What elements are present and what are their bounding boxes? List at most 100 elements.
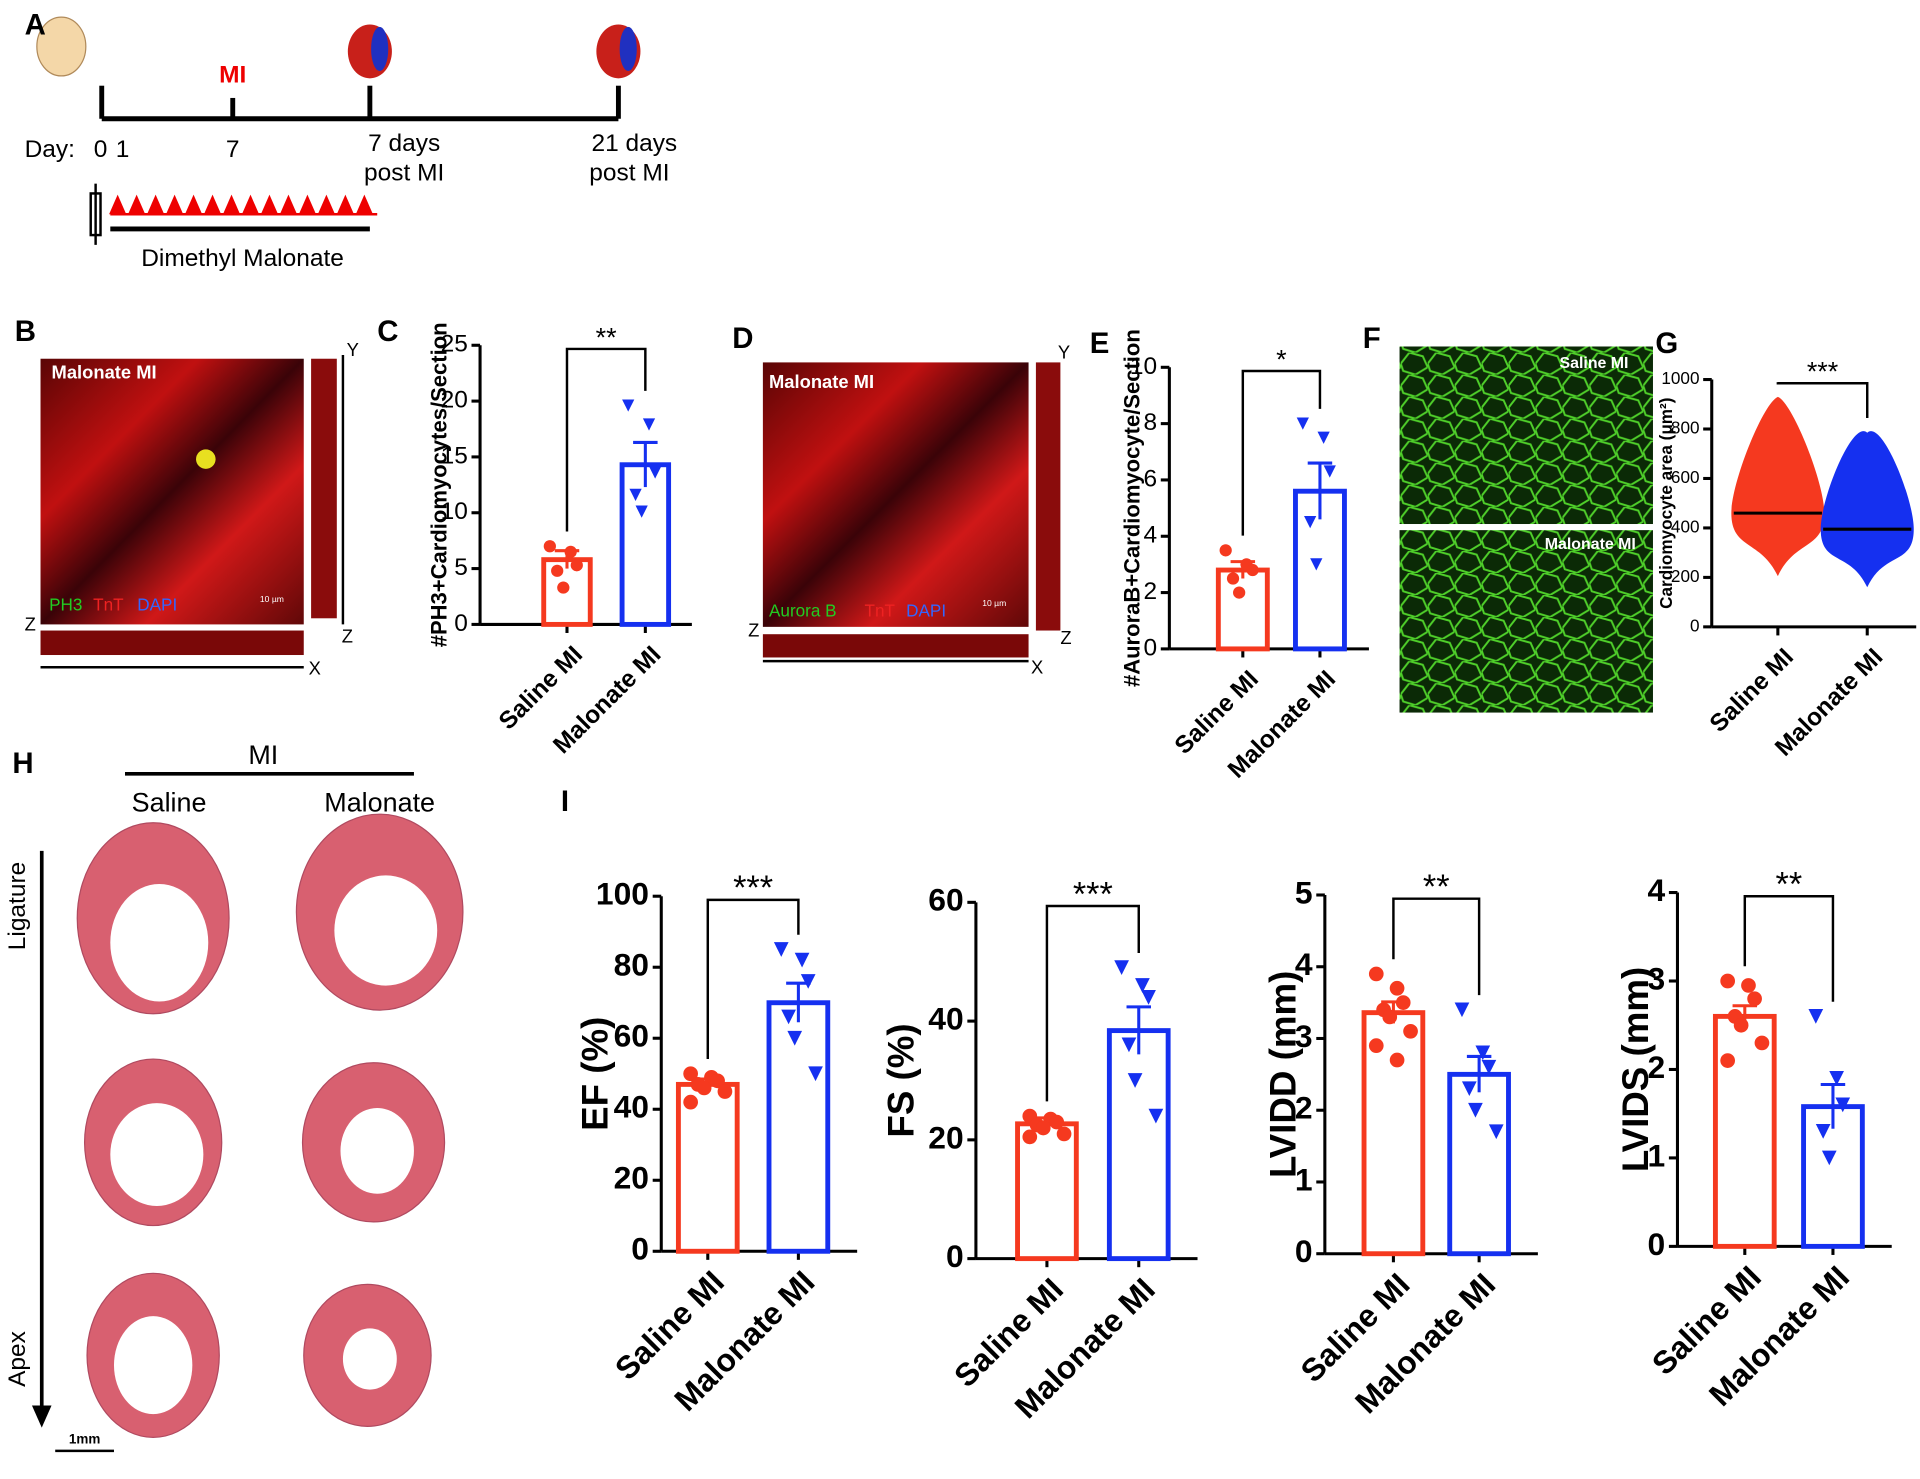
bar	[1015, 1121, 1079, 1262]
data-point	[1148, 1108, 1164, 1124]
data-point	[1035, 1120, 1051, 1136]
bar	[1801, 1104, 1865, 1249]
data-point	[622, 399, 635, 412]
y-tick-label: 15	[441, 442, 468, 469]
data-point	[1127, 1073, 1143, 1088]
data-point	[629, 488, 642, 502]
data-point	[1304, 516, 1317, 529]
data-point	[1468, 1102, 1483, 1118]
timeline-label: 1	[116, 136, 130, 163]
y-tick-label: 1000	[1661, 368, 1699, 388]
significance-bracket	[1241, 369, 1322, 536]
data-point	[1121, 1037, 1137, 1053]
y-tick-label: 5	[1295, 874, 1313, 910]
injection-marker	[184, 194, 203, 215]
y-axis-label: #AuroraB+Cardiomyocyte/Section	[1120, 329, 1145, 687]
y-axis-label: Cardiomyocyte area (μm²)	[1656, 398, 1676, 609]
data-point	[1720, 973, 1736, 989]
chart: 0 200 400 600 800 1000 Cardiomyocyte area (μm²…	[1656, 357, 1917, 762]
data-point	[551, 564, 564, 577]
data-point	[1368, 966, 1384, 982]
y-tick-label: 0	[946, 1238, 964, 1274]
data-point	[683, 1066, 698, 1082]
y-tick-label: 25	[441, 331, 468, 358]
significance-bracket	[1743, 894, 1835, 1002]
y-tick-label: 0	[454, 610, 468, 637]
timeline-label: MI	[219, 61, 246, 88]
data-point	[570, 559, 583, 572]
data-point	[1056, 1126, 1072, 1142]
bar	[1447, 1071, 1511, 1257]
injection-marker	[241, 194, 260, 215]
timeline-label: Day:	[25, 136, 75, 163]
y-axis-label: FS (%)	[880, 1023, 921, 1137]
significance-label: **	[1423, 868, 1450, 906]
y-tick-label: 3	[1648, 960, 1666, 996]
y-tick-label: 2	[1144, 578, 1158, 605]
timeline-label: Dimethyl Malonate	[141, 245, 344, 272]
bar	[1106, 1028, 1171, 1262]
y-tick-label: 6	[1144, 465, 1158, 492]
data-point	[1488, 1124, 1504, 1140]
panel-letter: I	[561, 785, 569, 818]
data-point	[1747, 991, 1762, 1007]
data-point	[1754, 1035, 1770, 1051]
significance-label: ***	[1807, 357, 1839, 387]
data-point	[1808, 1009, 1824, 1024]
bar	[1712, 1013, 1777, 1249]
data-point	[1141, 989, 1156, 1005]
injection-marker	[222, 194, 241, 215]
injection-marker	[298, 194, 316, 215]
injection-marker	[203, 194, 222, 215]
y-tick-label: 2	[1295, 1090, 1313, 1126]
histology-h: MI Saline Malonate Ligature Apex 1mm	[4, 740, 464, 1453]
timeline-label: post MI	[589, 159, 669, 186]
data-point	[696, 1080, 712, 1096]
y-tick-label: 2	[1648, 1049, 1666, 1085]
data-point	[557, 581, 570, 594]
row-label: Apex	[4, 1331, 31, 1387]
bar	[1361, 1010, 1426, 1257]
timeline-labels: Day: 0 1 7 MI 7 days post MI 21 days pos…	[25, 61, 678, 272]
y-tick-label: 4	[1648, 872, 1666, 908]
data-point	[710, 1073, 725, 1089]
panel-letter: G	[1655, 327, 1678, 360]
y-tick-label: 100	[596, 876, 649, 912]
panel-letter: B	[15, 315, 36, 348]
y-tick-label: 5	[454, 554, 468, 581]
data-point	[1135, 978, 1150, 993]
image-label: Aurora B	[769, 601, 837, 621]
axis-letter: X	[1031, 656, 1043, 677]
data-point	[794, 952, 810, 968]
y-axis-label: EF (%)	[574, 1017, 615, 1131]
data-point	[1233, 586, 1246, 599]
axis-letter: Z	[748, 620, 759, 641]
significance-label: **	[596, 322, 617, 352]
micrograph-f: Saline MI Malonate MI	[1399, 346, 1653, 713]
data-point	[1219, 544, 1232, 557]
injection-marker	[260, 194, 279, 215]
axis-letter: Z	[342, 626, 353, 647]
column-header: Malonate	[324, 787, 435, 817]
bar	[1215, 567, 1270, 652]
data-point	[1022, 1129, 1038, 1145]
data-point	[787, 1030, 803, 1046]
data-point	[642, 418, 656, 431]
panel-letter: D	[732, 322, 753, 355]
data-point	[1461, 1081, 1477, 1097]
timeline-label: 21 days	[591, 130, 677, 157]
y-tick-label: 0	[1295, 1233, 1313, 1269]
data-point	[808, 1066, 823, 1082]
injection-marker	[336, 194, 354, 215]
injection-marker	[279, 194, 298, 215]
data-point	[1368, 1038, 1384, 1054]
axis-letter: Z	[25, 613, 36, 634]
y-tick-label: 0	[631, 1231, 649, 1267]
injection-marker	[317, 194, 335, 215]
data-point	[717, 1084, 733, 1099]
y-tick-label: 600	[1671, 467, 1700, 487]
data-point	[1454, 1002, 1470, 1018]
image-label: DAPI	[906, 601, 946, 621]
